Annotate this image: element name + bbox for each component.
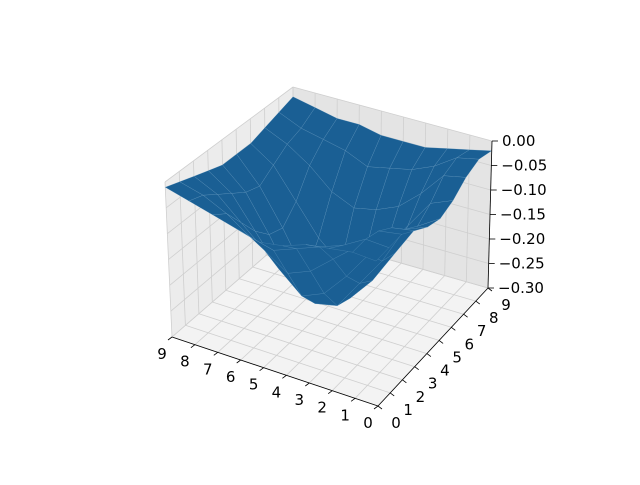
y-tick-label: 7 [477, 322, 487, 340]
y-tick-label: 1 [403, 401, 413, 419]
x-tick-label: 6 [226, 368, 236, 386]
x-tick-mark [260, 368, 264, 371]
y-tick-label: 2 [416, 388, 426, 406]
x-tick-label: 2 [317, 399, 327, 417]
x-tick-mark [168, 337, 172, 340]
y-tick-mark [451, 327, 455, 330]
x-tick-mark [191, 345, 195, 348]
x-tick-mark [374, 406, 378, 409]
z-tick-label: −0.30 [498, 279, 544, 297]
y-tick-label: 6 [465, 335, 475, 353]
y-tick-mark [464, 314, 468, 317]
z-tick-label: −0.25 [499, 255, 545, 273]
z-tick-label: −0.10 [501, 181, 547, 199]
x-tick-label: 8 [180, 353, 190, 371]
y-tick-label: 4 [440, 362, 450, 380]
y-tick-mark [415, 367, 419, 370]
z-tick-label: 0.00 [502, 132, 535, 150]
x-tick-mark [305, 383, 309, 386]
z-tick-label: −0.20 [499, 230, 545, 248]
y-tick-mark [378, 406, 382, 409]
x-tick-label: 3 [295, 391, 305, 409]
x-tick-mark [282, 375, 286, 378]
x-tick-label: 7 [203, 360, 213, 378]
x-tick-mark [328, 391, 332, 394]
x-tick-label: 1 [340, 406, 350, 424]
y-tick-mark [439, 340, 443, 343]
y-tick-mark [390, 393, 394, 396]
y-tick-label: 5 [452, 348, 462, 366]
y-tick-label: 9 [501, 296, 511, 314]
x-tick-label: 5 [249, 376, 259, 394]
z-tick-label: −0.05 [501, 157, 547, 175]
y-tick-label: 8 [489, 309, 499, 327]
z-tick-label: −0.15 [500, 206, 546, 224]
x-tick-mark [214, 352, 218, 355]
x-tick-mark [237, 360, 241, 363]
y-tick-label: 3 [428, 375, 438, 393]
x-tick-label: 9 [157, 345, 167, 363]
y-tick-mark [402, 380, 406, 383]
x-tick-label: 4 [272, 383, 282, 401]
y-tick-mark [488, 288, 492, 291]
x-tick-label: 0 [363, 414, 373, 432]
x-tick-mark [351, 398, 355, 401]
y-tick-mark [427, 354, 431, 357]
y-tick-mark [476, 301, 480, 304]
y-tick-label: 0 [391, 414, 401, 432]
